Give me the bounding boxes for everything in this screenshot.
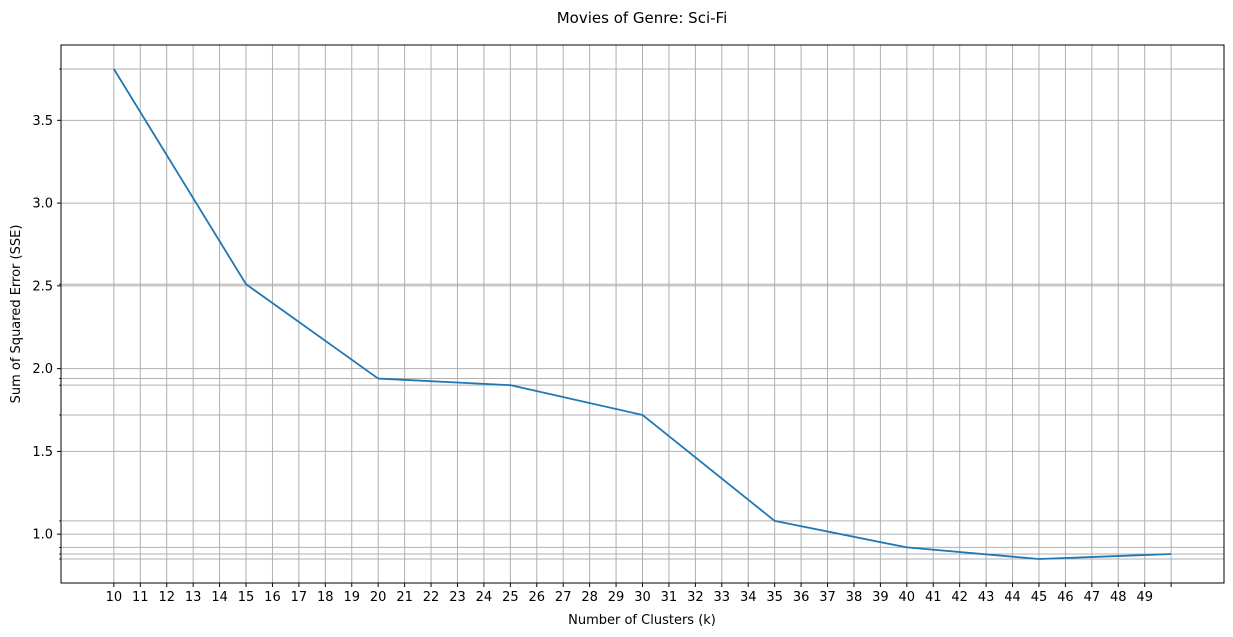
x-tick-label: 36 <box>793 590 810 605</box>
x-tick-label: 27 <box>555 590 572 605</box>
y-tick-label: 1.5 <box>32 445 53 460</box>
x-tick-label: 37 <box>819 590 836 605</box>
x-tick-label: 12 <box>158 590 175 605</box>
series-layer <box>113 68 1172 560</box>
x-tick-label: 20 <box>370 590 387 605</box>
y-axis-title: Sum of Squared Error (SSE) <box>9 225 24 404</box>
x-tick-label: 10 <box>106 590 123 605</box>
x-tick-label: 15 <box>238 590 255 605</box>
x-tick-label: 21 <box>396 590 413 605</box>
x-tick-label: 19 <box>343 590 360 605</box>
y-tick-label: 2.5 <box>32 279 53 294</box>
x-tick-label: 32 <box>687 590 704 605</box>
x-tick-label: 26 <box>528 590 545 605</box>
grid-lines <box>61 45 1224 583</box>
y-tick-label: 1.0 <box>32 528 53 543</box>
x-tick-label: 24 <box>476 590 493 605</box>
x-tick-label: 35 <box>766 590 783 605</box>
x-tick-label: 16 <box>264 590 281 605</box>
x-axis: 10 11 12 13 14 15 16 17 18 19 20 21 22 23 24 25 26 27 28 29… <box>106 583 1172 605</box>
chart-title: Movies of Genre: Sci-Fi <box>557 9 728 27</box>
x-tick-label: 39 <box>872 590 889 605</box>
x-tick-label: 17 <box>291 590 308 605</box>
x-tick-label: 46 <box>1057 590 1074 605</box>
x-tick-label: 28 <box>581 590 598 605</box>
x-tick-label: 38 <box>846 590 863 605</box>
x-tick-label: 14 <box>211 590 228 605</box>
x-tick-label: 33 <box>714 590 731 605</box>
x-tick-label: 23 <box>449 590 466 605</box>
y-tick-label: 2.0 <box>32 362 53 377</box>
y-tick-label: 3.5 <box>32 114 53 129</box>
x-axis-title: Number of Clusters (k) <box>568 613 716 628</box>
x-tick-label: 13 <box>185 590 202 605</box>
x-tick-label: 45 <box>1031 590 1048 605</box>
x-tick-label: 40 <box>899 590 916 605</box>
x-tick-label: 49 <box>1136 590 1153 605</box>
x-tick-label: 44 <box>1004 590 1021 605</box>
x-tick-label: 48 <box>1110 590 1127 605</box>
x-tick-label: 18 <box>317 590 334 605</box>
x-tick-label: 29 <box>608 590 625 605</box>
x-tick-label: 11 <box>132 590 149 605</box>
y-axis: 1.0 1.5 2.0 2.5 3.0 3.5 <box>32 68 61 560</box>
x-tick-label: 31 <box>661 590 678 605</box>
x-tick-label: 30 <box>634 590 651 605</box>
x-tick-label: 34 <box>740 590 757 605</box>
x-tick-label: 22 <box>423 590 440 605</box>
x-tick-label: 41 <box>925 590 942 605</box>
y-tick-label: 3.0 <box>32 197 53 212</box>
x-tick-label: 42 <box>951 590 968 605</box>
x-tick-label: 43 <box>978 590 995 605</box>
x-tick-label: 25 <box>502 590 519 605</box>
x-tick-label: 47 <box>1084 590 1101 605</box>
